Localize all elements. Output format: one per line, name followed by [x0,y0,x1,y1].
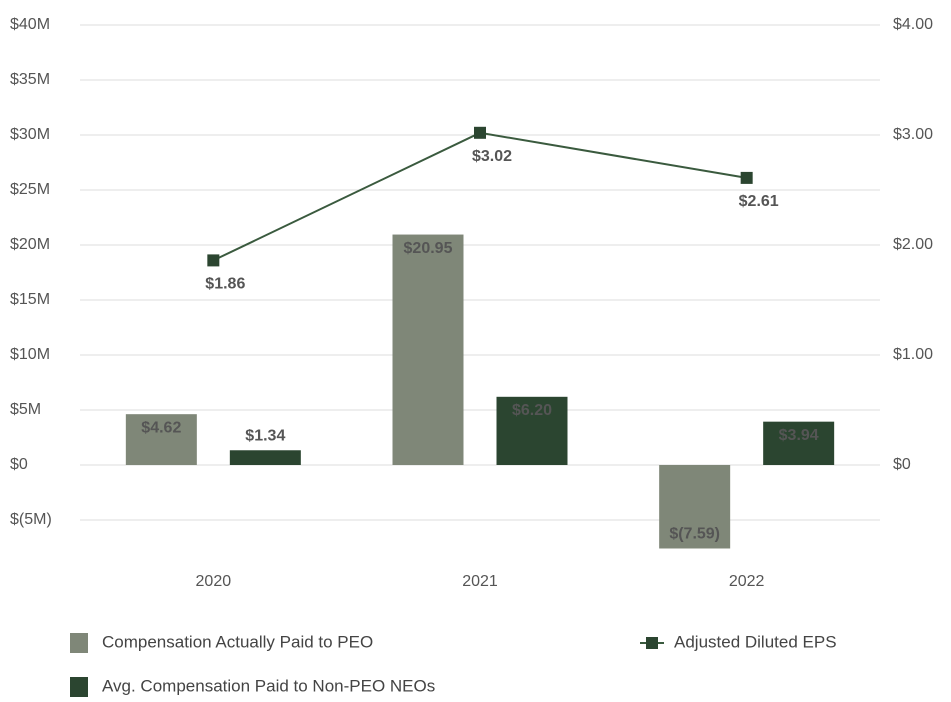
y2-tick-label: $4.00 [893,16,933,33]
data-label: $2.61 [739,193,779,210]
data-label: $6.20 [512,402,552,419]
y2-tick-label: $1.00 [893,346,933,363]
y-tick-label: $15M [10,291,50,308]
y-tick-label: $0 [10,456,28,473]
y-tick-label: $25M [10,181,50,198]
bar [496,396,568,465]
y-tick-label: $(5M) [10,511,52,528]
data-label: $20.95 [404,240,453,257]
data-label: $1.86 [205,276,245,293]
bar [229,450,301,465]
data-label: $3.94 [779,427,819,444]
y-tick-label: $40M [10,16,50,33]
x-tick-label: 2020 [196,573,232,590]
data-label: $4.62 [141,419,181,436]
marker [207,254,220,267]
bar [392,234,464,465]
bar [659,465,731,549]
y-tick-label: $30M [10,126,50,143]
y2-tick-label: $0 [893,456,911,473]
y-tick-label: $35M [10,71,50,88]
y2-tick-label: $3.00 [893,126,933,143]
legend-label: Adjusted Diluted EPS [674,632,837,651]
data-label: $(7.59) [669,526,720,543]
legend-label: Compensation Actually Paid to PEO [102,632,373,651]
x-tick-label: 2021 [462,573,498,590]
legend-swatch [70,633,88,653]
bar [763,421,835,465]
marker [740,171,753,184]
legend-marker [646,637,658,649]
data-label: $1.34 [245,427,285,444]
marker [474,126,486,139]
legend-swatch [70,677,88,697]
bar [125,414,197,465]
x-tick-label: 2022 [729,573,765,590]
y-tick-label: $10M [10,346,50,363]
y-tick-label: $20M [10,236,50,253]
y-tick-label: $5M [10,401,41,418]
data-label: $3.02 [472,148,512,165]
legend-label: Avg. Compensation Paid to Non-PEO NEOs [102,676,435,695]
y2-tick-label: $2.00 [893,236,933,253]
